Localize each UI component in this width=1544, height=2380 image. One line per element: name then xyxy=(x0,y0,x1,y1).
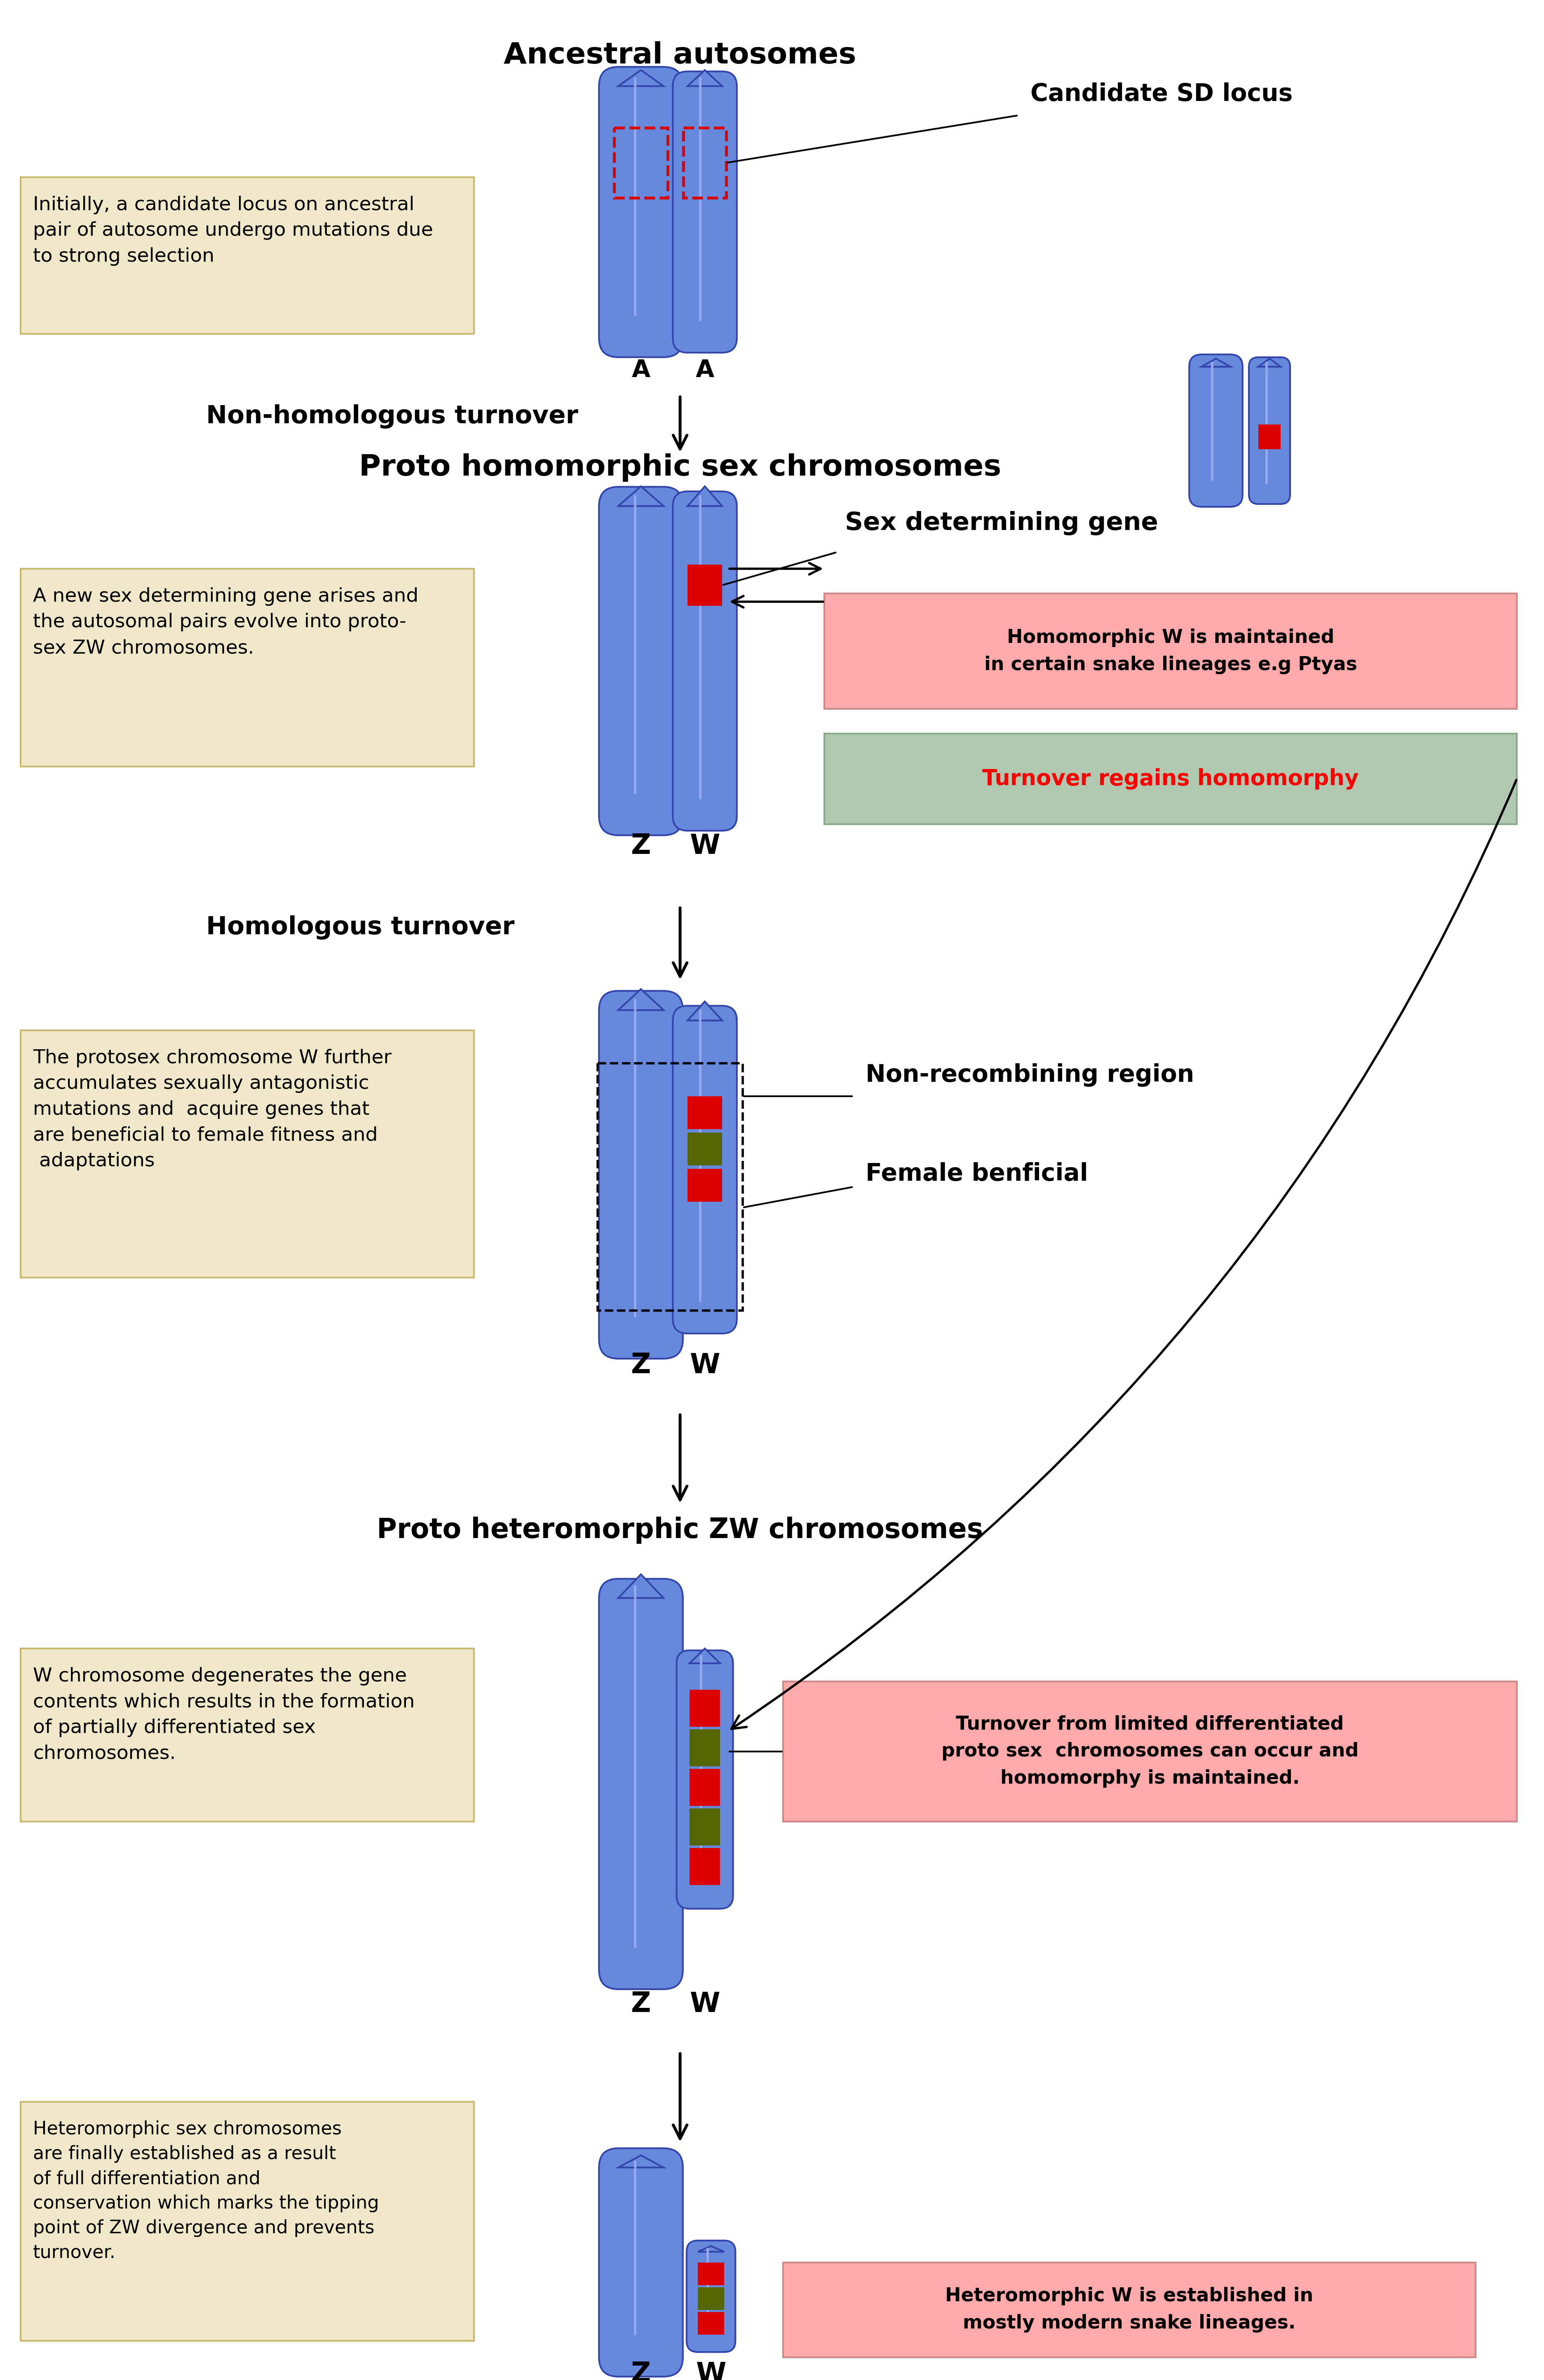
Polygon shape xyxy=(618,990,664,1009)
FancyBboxPatch shape xyxy=(687,564,723,607)
Text: The protosex chromosome W further
accumulates sexually antagonistic
mutations an: The protosex chromosome W further accumu… xyxy=(32,1050,392,1171)
Text: Proto homomorphic sex chromosomes: Proto homomorphic sex chromosomes xyxy=(358,452,1001,481)
Text: Turnover regains homomorphy: Turnover regains homomorphy xyxy=(982,769,1359,790)
FancyBboxPatch shape xyxy=(690,1768,720,1806)
FancyBboxPatch shape xyxy=(687,1169,723,1202)
Text: Female benficial: Female benficial xyxy=(866,1161,1089,1185)
Polygon shape xyxy=(618,2156,664,2168)
Text: Homologous turnover: Homologous turnover xyxy=(205,916,514,940)
Polygon shape xyxy=(618,69,664,86)
Text: Z: Z xyxy=(631,1352,652,1378)
FancyBboxPatch shape xyxy=(599,488,682,835)
FancyBboxPatch shape xyxy=(673,71,736,352)
FancyBboxPatch shape xyxy=(673,490,736,831)
FancyBboxPatch shape xyxy=(673,1007,736,1333)
FancyBboxPatch shape xyxy=(698,2287,724,2311)
Text: Non-recombining region: Non-recombining region xyxy=(866,1064,1194,1088)
Text: Sex determining gene: Sex determining gene xyxy=(845,512,1158,536)
Polygon shape xyxy=(618,486,664,507)
FancyBboxPatch shape xyxy=(687,2240,735,2351)
FancyBboxPatch shape xyxy=(698,2263,724,2285)
FancyBboxPatch shape xyxy=(824,733,1516,823)
FancyBboxPatch shape xyxy=(20,1649,474,1821)
Text: W chromosome degenerates the gene
contents which results in the formation
of par: W chromosome degenerates the gene conten… xyxy=(32,1666,415,1764)
Text: Initially, a candidate locus on ancestral
pair of autosome undergo mutations due: Initially, a candidate locus on ancestra… xyxy=(32,195,432,267)
FancyBboxPatch shape xyxy=(599,2149,682,2378)
FancyBboxPatch shape xyxy=(783,2263,1476,2356)
Text: Z: Z xyxy=(631,1990,652,2018)
Polygon shape xyxy=(687,1002,723,1021)
Polygon shape xyxy=(690,1649,720,1664)
Polygon shape xyxy=(698,2247,724,2251)
Text: Homomorphic W is maintained
in certain snake lineages e.g Ptyas: Homomorphic W is maintained in certain s… xyxy=(984,628,1357,674)
FancyBboxPatch shape xyxy=(1258,424,1280,450)
FancyBboxPatch shape xyxy=(690,1730,720,1766)
FancyBboxPatch shape xyxy=(690,1847,720,1885)
FancyBboxPatch shape xyxy=(687,1133,723,1166)
FancyBboxPatch shape xyxy=(1189,355,1243,507)
FancyBboxPatch shape xyxy=(20,569,474,766)
FancyBboxPatch shape xyxy=(690,1690,720,1728)
Text: Heteromorphic W is established in
mostly modern snake lineages.: Heteromorphic W is established in mostly… xyxy=(945,2287,1314,2332)
Polygon shape xyxy=(687,69,723,86)
Text: W: W xyxy=(690,833,720,859)
FancyBboxPatch shape xyxy=(698,2311,724,2335)
Text: A: A xyxy=(695,359,715,383)
FancyBboxPatch shape xyxy=(20,2102,474,2342)
Polygon shape xyxy=(1201,359,1231,367)
Text: W: W xyxy=(690,1990,720,2018)
Text: Ancestral autosomes: Ancestral autosomes xyxy=(503,40,857,69)
FancyBboxPatch shape xyxy=(20,1031,474,1278)
FancyBboxPatch shape xyxy=(20,176,474,333)
Text: Z: Z xyxy=(631,833,652,859)
FancyBboxPatch shape xyxy=(599,1578,682,1990)
Polygon shape xyxy=(618,1573,664,1597)
Text: W: W xyxy=(696,2361,726,2380)
Polygon shape xyxy=(1258,359,1280,367)
Text: Heteromorphic sex chromosomes
are finally established as a result
of full differ: Heteromorphic sex chromosomes are finall… xyxy=(32,2121,378,2261)
FancyBboxPatch shape xyxy=(687,1097,723,1128)
Text: A new sex determining gene arises and
the autosomal pairs evolve into proto-
sex: A new sex determining gene arises and th… xyxy=(32,588,418,657)
FancyBboxPatch shape xyxy=(599,990,682,1359)
FancyBboxPatch shape xyxy=(824,593,1516,709)
Text: Turnover from limited differentiated
proto sex  chromosomes can occur and
homomo: Turnover from limited differentiated pro… xyxy=(942,1716,1359,1787)
FancyBboxPatch shape xyxy=(690,1809,720,1844)
FancyBboxPatch shape xyxy=(676,1649,733,1909)
FancyBboxPatch shape xyxy=(599,67,682,357)
Text: Non-homologous turnover: Non-homologous turnover xyxy=(205,405,577,428)
FancyBboxPatch shape xyxy=(783,1680,1516,1821)
FancyArrowPatch shape xyxy=(732,781,1516,1728)
Polygon shape xyxy=(687,486,723,507)
Text: Candidate SD locus: Candidate SD locus xyxy=(1030,83,1292,107)
Text: A: A xyxy=(631,359,650,383)
Text: W: W xyxy=(690,1352,720,1378)
FancyBboxPatch shape xyxy=(1249,357,1291,505)
Text: Proto heteromorphic ZW chromosomes: Proto heteromorphic ZW chromosomes xyxy=(377,1516,984,1545)
Text: Z: Z xyxy=(631,2361,652,2380)
